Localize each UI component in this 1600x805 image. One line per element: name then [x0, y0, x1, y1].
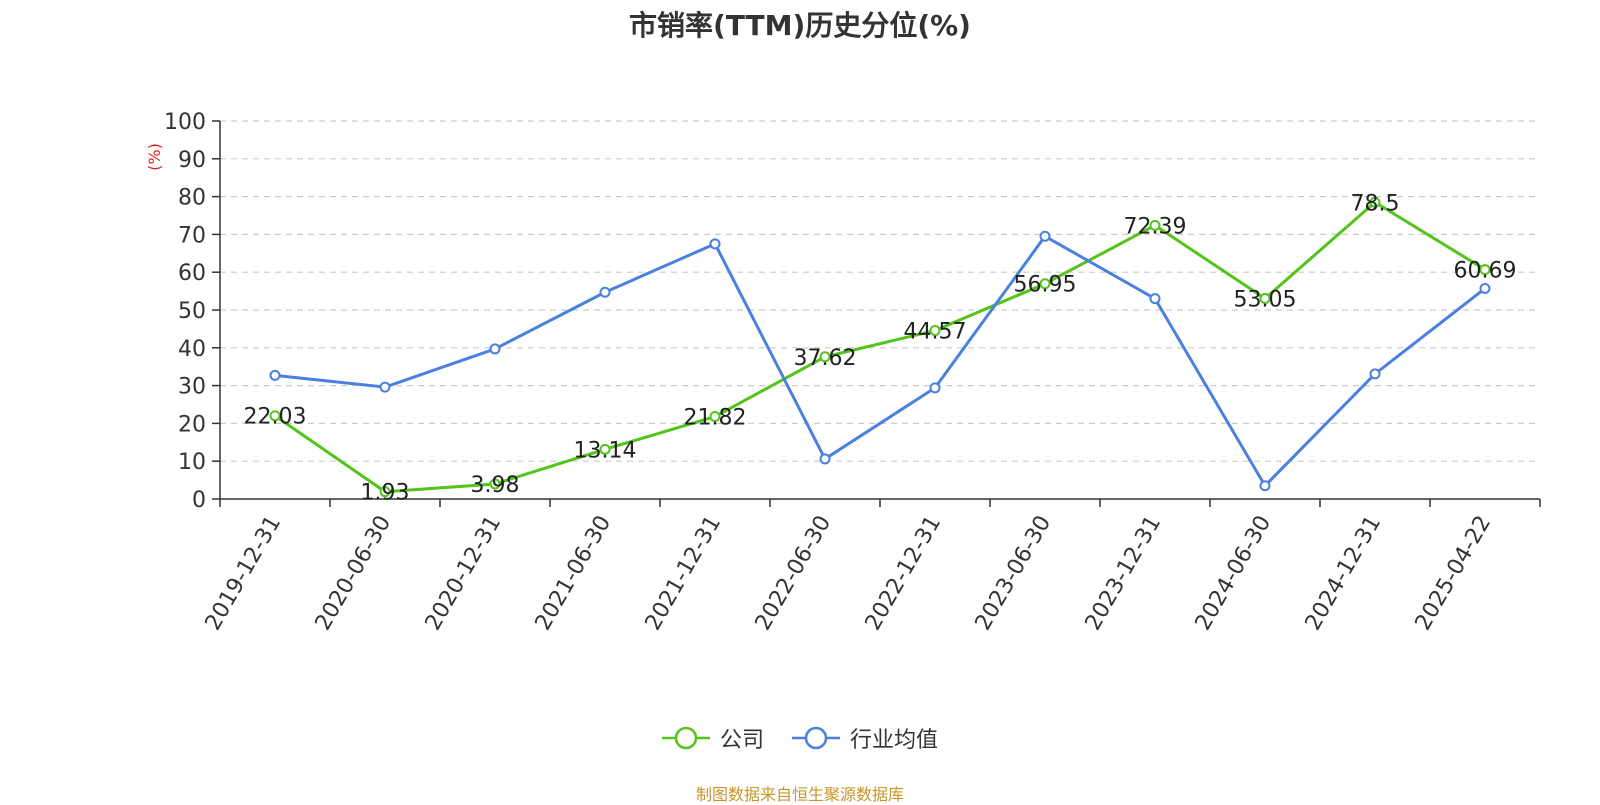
x-tick-label: 2023-06-30 [971, 512, 1057, 635]
data-label: 22.03 [244, 405, 307, 430]
data-label: 13.14 [574, 438, 637, 463]
grid-lines [220, 120, 1540, 462]
x-tick-label: 2020-12-31 [421, 512, 507, 635]
axes: 0 10 20 30 40 50 60 70 80 90 100 2019-12-31 2020-06-… [164, 110, 1541, 635]
industry-point [1039, 230, 1051, 242]
industry-point [1259, 480, 1271, 492]
company-point [379, 486, 391, 498]
industry-series-line [274, 234, 1486, 488]
x-tick-label: 2024-06-30 [1191, 512, 1277, 635]
data-label: 21.82 [684, 406, 747, 431]
data-label: 56.95 [1014, 273, 1077, 298]
y-tick-label: 70 [178, 223, 206, 248]
legend-label-company: 公司 [719, 728, 764, 753]
industry-point [599, 286, 611, 298]
data-label: 78.5 [1351, 191, 1400, 216]
chart-title: 市销率(TTM)历史分位(%) [629, 9, 971, 42]
legend-company-marker-icon [661, 726, 710, 750]
y-axis-label: (%) [145, 143, 164, 171]
legend-industry-marker-icon [792, 726, 840, 750]
y-tick-label: 90 [178, 148, 206, 173]
legend-item-industry[interactable]: 行业均值 [792, 722, 938, 754]
y-tick-label: 30 [178, 375, 206, 400]
company-point [819, 351, 831, 363]
company-point [269, 410, 281, 422]
legend-item-company[interactable]: 公司 [661, 722, 764, 754]
x-tick-label: 2022-12-31 [861, 512, 947, 635]
industry-point [1149, 293, 1161, 305]
y-tick-label: 100 [164, 110, 206, 135]
company-point [489, 478, 501, 490]
industry-point [379, 381, 391, 393]
industry-point [929, 382, 941, 394]
company-point [599, 443, 611, 455]
company-point [1149, 219, 1161, 231]
company-point [1259, 292, 1271, 304]
company-point [709, 411, 721, 423]
y-tick-label: 80 [178, 186, 206, 211]
data-label: 60.69 [1454, 259, 1517, 284]
industry-point [489, 343, 501, 355]
legend: 公司 行业均值 [0, 722, 1600, 754]
data-label: 37.62 [794, 346, 857, 371]
industry-point [269, 369, 281, 381]
company-point [1039, 278, 1051, 290]
data-label: 44.57 [904, 320, 967, 345]
y-tick-label: 10 [178, 450, 206, 475]
data-label: 1.93 [361, 481, 410, 506]
data-labels: 22.03 1.93 3.98 13.14 21.82 37.62 44.57 56.95 72… [244, 191, 1517, 505]
industry-point [1479, 282, 1491, 294]
source-note: 制图数据来自恒生聚源数据库 [695, 785, 904, 804]
y-tick-label: 50 [178, 299, 206, 324]
data-label: 53.05 [1234, 287, 1297, 312]
y-tick-label: 20 [178, 412, 206, 437]
x-tick-label: 2020-06-30 [311, 512, 397, 635]
legend-label-industry: 行业均值 [850, 728, 939, 753]
x-tick-label: 2021-12-31 [641, 512, 727, 635]
x-tick-label: 2022-06-30 [751, 512, 837, 635]
company-point [929, 325, 941, 337]
company-series-line [274, 200, 1486, 494]
x-tick-label: 2025-04-22 [1411, 512, 1497, 635]
series-lines [269, 196, 1491, 498]
industry-point [709, 238, 721, 250]
x-tick-label: 2019-12-31 [201, 512, 287, 635]
x-tick-label: 2021-06-30 [531, 512, 617, 635]
x-tick-label: 2024-12-31 [1301, 512, 1387, 635]
y-tick-label: 0 [192, 488, 206, 513]
company-point [1479, 264, 1491, 276]
y-tick-label: 40 [178, 337, 206, 362]
data-label: 72.39 [1124, 214, 1187, 239]
industry-point [1369, 368, 1381, 380]
industry-point [819, 453, 831, 465]
data-label: 3.98 [471, 473, 520, 498]
y-tick-label: 60 [178, 261, 206, 286]
x-tick-label: 2023-12-31 [1081, 512, 1167, 635]
company-point [1369, 196, 1381, 208]
